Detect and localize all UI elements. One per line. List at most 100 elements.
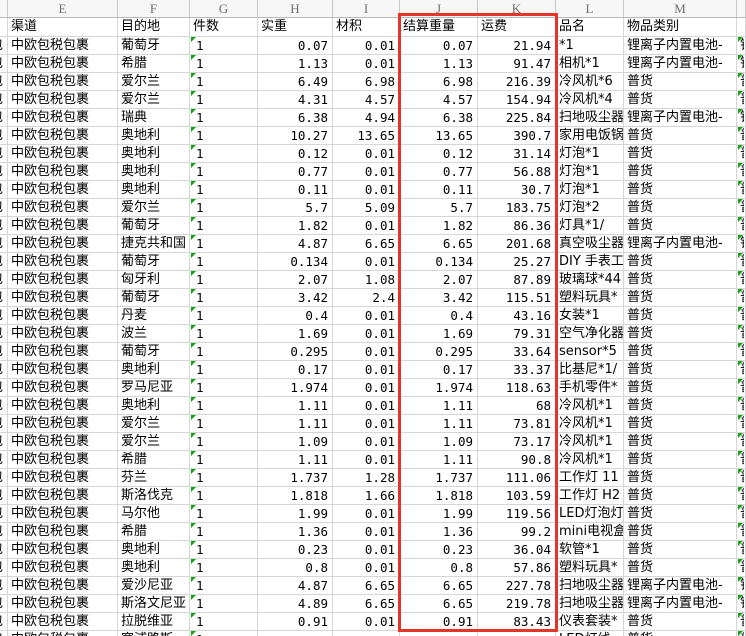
cell-product-name[interactable]: 塑料玩具*	[556, 559, 624, 577]
cell-product-name[interactable]: 女装*1	[556, 307, 624, 325]
cell-left-clip[interactable]: 包	[0, 595, 8, 613]
cell-freight[interactable]: 21.94	[478, 37, 556, 55]
cell-item-category[interactable]: 锂离子内置电池-	[624, 595, 737, 613]
cell-quantity[interactable]: 1	[190, 577, 258, 595]
cell-left-clip[interactable]: 包	[0, 127, 8, 145]
cell-freight[interactable]: 43.16	[478, 307, 556, 325]
cell-left-clip[interactable]: 包	[0, 91, 8, 109]
cell-quantity[interactable]: 1	[190, 181, 258, 199]
cell-settlement-weight[interactable]: 0.134	[400, 253, 478, 271]
cell-freight[interactable]: 111.06	[478, 469, 556, 487]
cell-right-clip[interactable]: 普	[737, 451, 746, 469]
cell-item-category[interactable]: 普货	[624, 343, 737, 361]
cell-destination[interactable]: 芬兰	[118, 469, 190, 487]
cell-actual-weight[interactable]: 1.99	[258, 505, 333, 523]
cell-freight[interactable]: 390.7	[478, 127, 556, 145]
cell-volume[interactable]: 0.01	[333, 343, 400, 361]
header-volume[interactable]: 材积	[333, 18, 400, 37]
cell-right-clip[interactable]: 普	[737, 433, 746, 451]
column-header-clipped[interactable]	[0, 0, 8, 18]
cell-actual-weight[interactable]: 1.82	[258, 217, 333, 235]
cell-actual-weight[interactable]: 0.295	[258, 343, 333, 361]
cell-actual-weight[interactable]: 1.13	[258, 55, 333, 73]
cell-settlement-weight[interactable]: 1.82	[400, 217, 478, 235]
cell-right-clip[interactable]: 锂	[737, 37, 746, 55]
cell-actual-weight[interactable]: 2.07	[258, 271, 333, 289]
cell-volume[interactable]: 1.08	[333, 271, 400, 289]
cell-left-clip[interactable]: 包	[0, 289, 8, 307]
cell-item-category[interactable]: 普货	[624, 271, 737, 289]
cell-volume[interactable]: 0.01	[333, 559, 400, 577]
cell-item-category[interactable]: 普货	[624, 181, 737, 199]
cell-freight[interactable]: 99.2	[478, 523, 556, 541]
cell-item-category[interactable]: 普货	[624, 613, 737, 631]
cell-left-clip[interactable]: 包	[0, 631, 8, 636]
cell-destination[interactable]: 爱尔兰	[118, 73, 190, 91]
cell-actual-weight[interactable]: 0.134	[258, 253, 333, 271]
cell-freight[interactable]: 33.37	[478, 361, 556, 379]
cell-channel[interactable]: 中欧包税包裹	[8, 55, 118, 73]
cell-item-category[interactable]: 锂离子内置电池-	[624, 235, 737, 253]
cell-freight[interactable]: 183.75	[478, 199, 556, 217]
cell-destination[interactable]: 捷克共和国	[118, 235, 190, 253]
cell-channel[interactable]: 中欧包税包裹	[8, 415, 118, 433]
cell-settlement-weight[interactable]: 0.07	[400, 37, 478, 55]
cell-actual-weight[interactable]: 0.17	[258, 361, 333, 379]
cell-channel[interactable]: 中欧包税包裹	[8, 73, 118, 91]
cell-freight[interactable]: 225.84	[478, 109, 556, 127]
cell-freight[interactable]: 30.7	[478, 181, 556, 199]
header-destination[interactable]: 目的地	[118, 18, 190, 37]
cell-quantity[interactable]: 1	[190, 433, 258, 451]
cell-left-clip[interactable]: 包	[0, 217, 8, 235]
cell-destination[interactable]: 爱沙尼亚	[118, 577, 190, 595]
cell-freight[interactable]	[478, 631, 556, 636]
cell-item-category[interactable]: 普货	[624, 163, 737, 181]
cell-product-name[interactable]: 扫地吸尘器	[556, 109, 624, 127]
cell-item-category[interactable]: 锂离子内置电池-	[624, 577, 737, 595]
cell-settlement-weight[interactable]: 0.91	[400, 613, 478, 631]
cell-settlement-weight[interactable]: 13.65	[400, 127, 478, 145]
cell-channel[interactable]: 中欧包税包裹	[8, 289, 118, 307]
cell-volume[interactable]: 0.01	[333, 451, 400, 469]
cell-destination[interactable]: 奥地利	[118, 127, 190, 145]
cell-volume[interactable]: 6.65	[333, 577, 400, 595]
cell-left-clip[interactable]: 包	[0, 415, 8, 433]
cell-left-clip[interactable]: 包	[0, 523, 8, 541]
cell-product-name[interactable]: 扫地吸尘器	[556, 577, 624, 595]
cell-freight[interactable]: 87.89	[478, 271, 556, 289]
cell-item-category[interactable]: 普货	[624, 379, 737, 397]
cell-actual-weight[interactable]: 0.91	[258, 613, 333, 631]
cell-volume[interactable]: 0.01	[333, 415, 400, 433]
cell-right-clip[interactable]: 普	[737, 145, 746, 163]
header-right-clip[interactable]	[737, 18, 746, 37]
cell-left-clip[interactable]: 包	[0, 577, 8, 595]
cell-destination[interactable]: 丹麦	[118, 307, 190, 325]
cell-settlement-weight[interactable]: 0.8	[400, 559, 478, 577]
cell-destination[interactable]: 葡萄牙	[118, 289, 190, 307]
cell-channel[interactable]: 中欧包税包裹	[8, 37, 118, 55]
cell-actual-weight[interactable]: 4.89	[258, 595, 333, 613]
cell-item-category[interactable]: 普货	[624, 631, 737, 636]
column-header-M[interactable]: M	[624, 0, 737, 18]
cell-right-clip[interactable]: 普	[737, 217, 746, 235]
cell-channel[interactable]: 中欧包税包裹	[8, 109, 118, 127]
cell-settlement-weight[interactable]: 2.07	[400, 271, 478, 289]
cell-quantity[interactable]: 1	[190, 109, 258, 127]
cell-settlement-weight[interactable]: 5.7	[400, 199, 478, 217]
cell-freight[interactable]: 115.51	[478, 289, 556, 307]
cell-item-category[interactable]: 普货	[624, 217, 737, 235]
cell-volume[interactable]: 4.57	[333, 91, 400, 109]
cell-product-name[interactable]: 仪表套装*	[556, 613, 624, 631]
column-header-J[interactable]: J	[400, 0, 478, 18]
cell-channel[interactable]: 中欧包税包裹	[8, 199, 118, 217]
cell-left-clip[interactable]: 包	[0, 145, 8, 163]
cell-freight[interactable]: 216.39	[478, 73, 556, 91]
cell-destination[interactable]: 奥地利	[118, 559, 190, 577]
cell-right-clip[interactable]: 普	[737, 523, 746, 541]
cell-product-name[interactable]: 玻璃球*44	[556, 271, 624, 289]
cell-channel[interactable]: 中欧包税包裹	[8, 505, 118, 523]
cell-quantity[interactable]: 1	[190, 631, 258, 636]
cell-freight[interactable]: 57.86	[478, 559, 556, 577]
cell-quantity[interactable]: 1	[190, 559, 258, 577]
cell-item-category[interactable]: 普货	[624, 145, 737, 163]
